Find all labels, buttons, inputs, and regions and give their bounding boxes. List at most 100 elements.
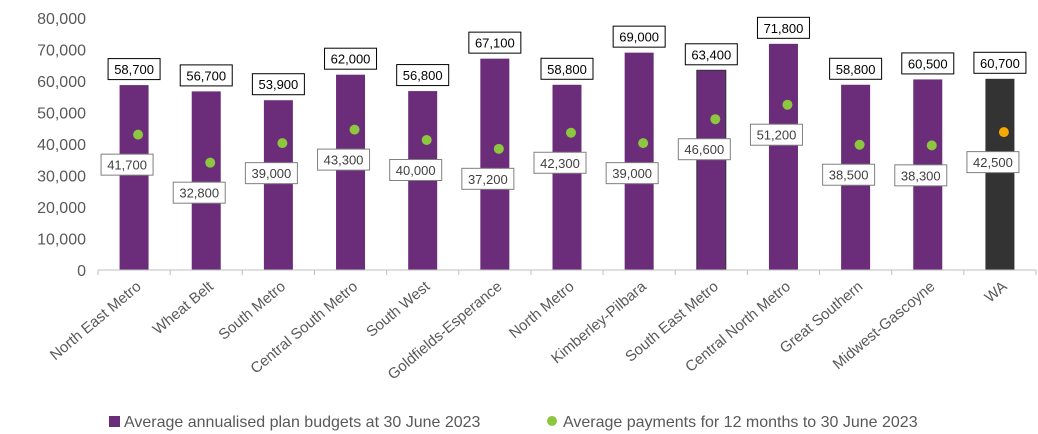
budget-label-box [901, 52, 955, 75]
payment-label-text: 32,800 [179, 186, 219, 201]
budget-label: 58,800 [540, 57, 594, 80]
payment-label-box [533, 151, 587, 174]
payment-label-text: 43,300 [324, 153, 364, 168]
budget-label-text: 58,700 [114, 62, 154, 77]
budget-label: 60,500 [901, 52, 955, 75]
budget-label-text: 53,900 [259, 77, 299, 92]
legend-swatch-payments [547, 416, 557, 426]
payment-label: 42,500 [966, 151, 1020, 174]
legend: Average annualised plan budgets at 30 Ju… [109, 414, 918, 431]
budget-label-box [829, 57, 883, 80]
bar [263, 100, 293, 270]
category-label: WA [981, 278, 1010, 306]
payment-point [133, 129, 144, 140]
payment-label-box [389, 159, 443, 181]
payment-label-box [966, 151, 1020, 174]
payment-label-text: 39,000 [612, 166, 652, 181]
payment-label: 42,300 [533, 151, 587, 174]
budget-label: 67,100 [468, 31, 522, 54]
legend-swatch-budgets [109, 416, 120, 427]
budget-label: 53,900 [251, 73, 305, 96]
payment-label: 41,700 [100, 153, 154, 176]
budget-label-text: 69,000 [619, 30, 659, 45]
payment-label-text: 41,700 [107, 158, 147, 173]
bar [768, 43, 798, 270]
payment-label: 38,300 [894, 164, 948, 187]
budget-label-box [973, 51, 1027, 74]
payment-label-box [822, 163, 876, 186]
y-tick-label: 80,000 [37, 11, 86, 28]
budget-label-text: 71,800 [764, 21, 804, 36]
budget-label-box [107, 58, 161, 81]
payment-point [854, 139, 865, 150]
payment-point [638, 138, 649, 149]
bar [696, 69, 727, 271]
payment-label-text: 39,000 [252, 166, 292, 181]
bar [552, 84, 582, 270]
budget-label-box [684, 43, 738, 66]
category-label: North Metro [506, 278, 578, 342]
payment-point [205, 157, 216, 168]
payment-point [421, 135, 432, 145]
payment-label-text: 38,500 [829, 168, 869, 183]
payment-point [926, 140, 937, 151]
budget-label-text: 56,800 [403, 68, 443, 83]
budget-label: 56,800 [396, 64, 450, 87]
budget-label-text: 58,800 [836, 62, 876, 77]
budget-label-box [396, 64, 450, 87]
payment-points [133, 99, 1009, 168]
bar [985, 78, 1015, 270]
payment-point [710, 114, 721, 125]
payment-label-box [605, 162, 659, 185]
budget-label-text: 62,000 [331, 52, 371, 67]
budget-label: 71,800 [756, 16, 810, 39]
budget-label: 63,400 [684, 43, 738, 66]
bar [480, 58, 510, 271]
payment-label: 40,000 [389, 159, 443, 181]
payment-label-box [894, 164, 948, 187]
budget-label-box [612, 25, 666, 48]
y-axis: 0 10,000 20,000 30,000 40,000 50,000 60,000 70,… [37, 11, 86, 280]
payment-label-text: 51,200 [757, 128, 797, 143]
budget-label-box [756, 16, 810, 39]
budget-label-text: 63,400 [691, 47, 731, 62]
y-tick-label: 60,000 [37, 74, 86, 91]
y-tick-label: 70,000 [37, 43, 86, 60]
budget-label: 60,700 [973, 51, 1027, 74]
payment-point [566, 127, 576, 138]
budget-label: 58,800 [829, 57, 883, 80]
y-tick-label: 50,000 [37, 106, 86, 123]
budget-label: 69,000 [612, 25, 666, 48]
budget-label-text: 56,700 [186, 68, 226, 83]
payment-label: 38,500 [822, 163, 876, 186]
budget-label-box [179, 64, 233, 87]
payment-label: 46,600 [677, 138, 731, 161]
budget-label-text: 58,800 [547, 62, 587, 77]
y-tick-label: 10,000 [37, 232, 86, 249]
legend-label-payments: Average payments for 12 months to 30 Jun… [563, 414, 918, 431]
payment-label: 43,300 [317, 148, 371, 171]
data-labels: 58,700 41,700 56,700 32,800 53,900 39,000 62,0… [100, 16, 1027, 204]
payment-label: 39,000 [605, 162, 659, 185]
bar [191, 91, 221, 271]
payment-point [349, 124, 360, 135]
payment-label: 37,200 [461, 167, 515, 190]
bar [119, 85, 149, 270]
budget-label-box [324, 47, 378, 70]
budget-label-text: 60,500 [908, 56, 948, 71]
payment-label-text: 37,200 [468, 172, 508, 187]
category-label: South West [363, 278, 434, 341]
budget-label: 56,700 [179, 64, 233, 87]
payment-label-box [172, 181, 226, 204]
payment-label-box [100, 153, 154, 176]
payment-point [493, 143, 504, 154]
bar [624, 52, 654, 271]
category-label: Wheat Belt [150, 278, 218, 339]
payment-label-box [317, 148, 371, 171]
payment-label-text: 40,000 [396, 163, 436, 178]
payment-label: 32,800 [172, 181, 226, 204]
y-tick-label: 20,000 [37, 200, 86, 217]
budget-label-box [251, 73, 305, 96]
budget-label-box [540, 57, 594, 80]
